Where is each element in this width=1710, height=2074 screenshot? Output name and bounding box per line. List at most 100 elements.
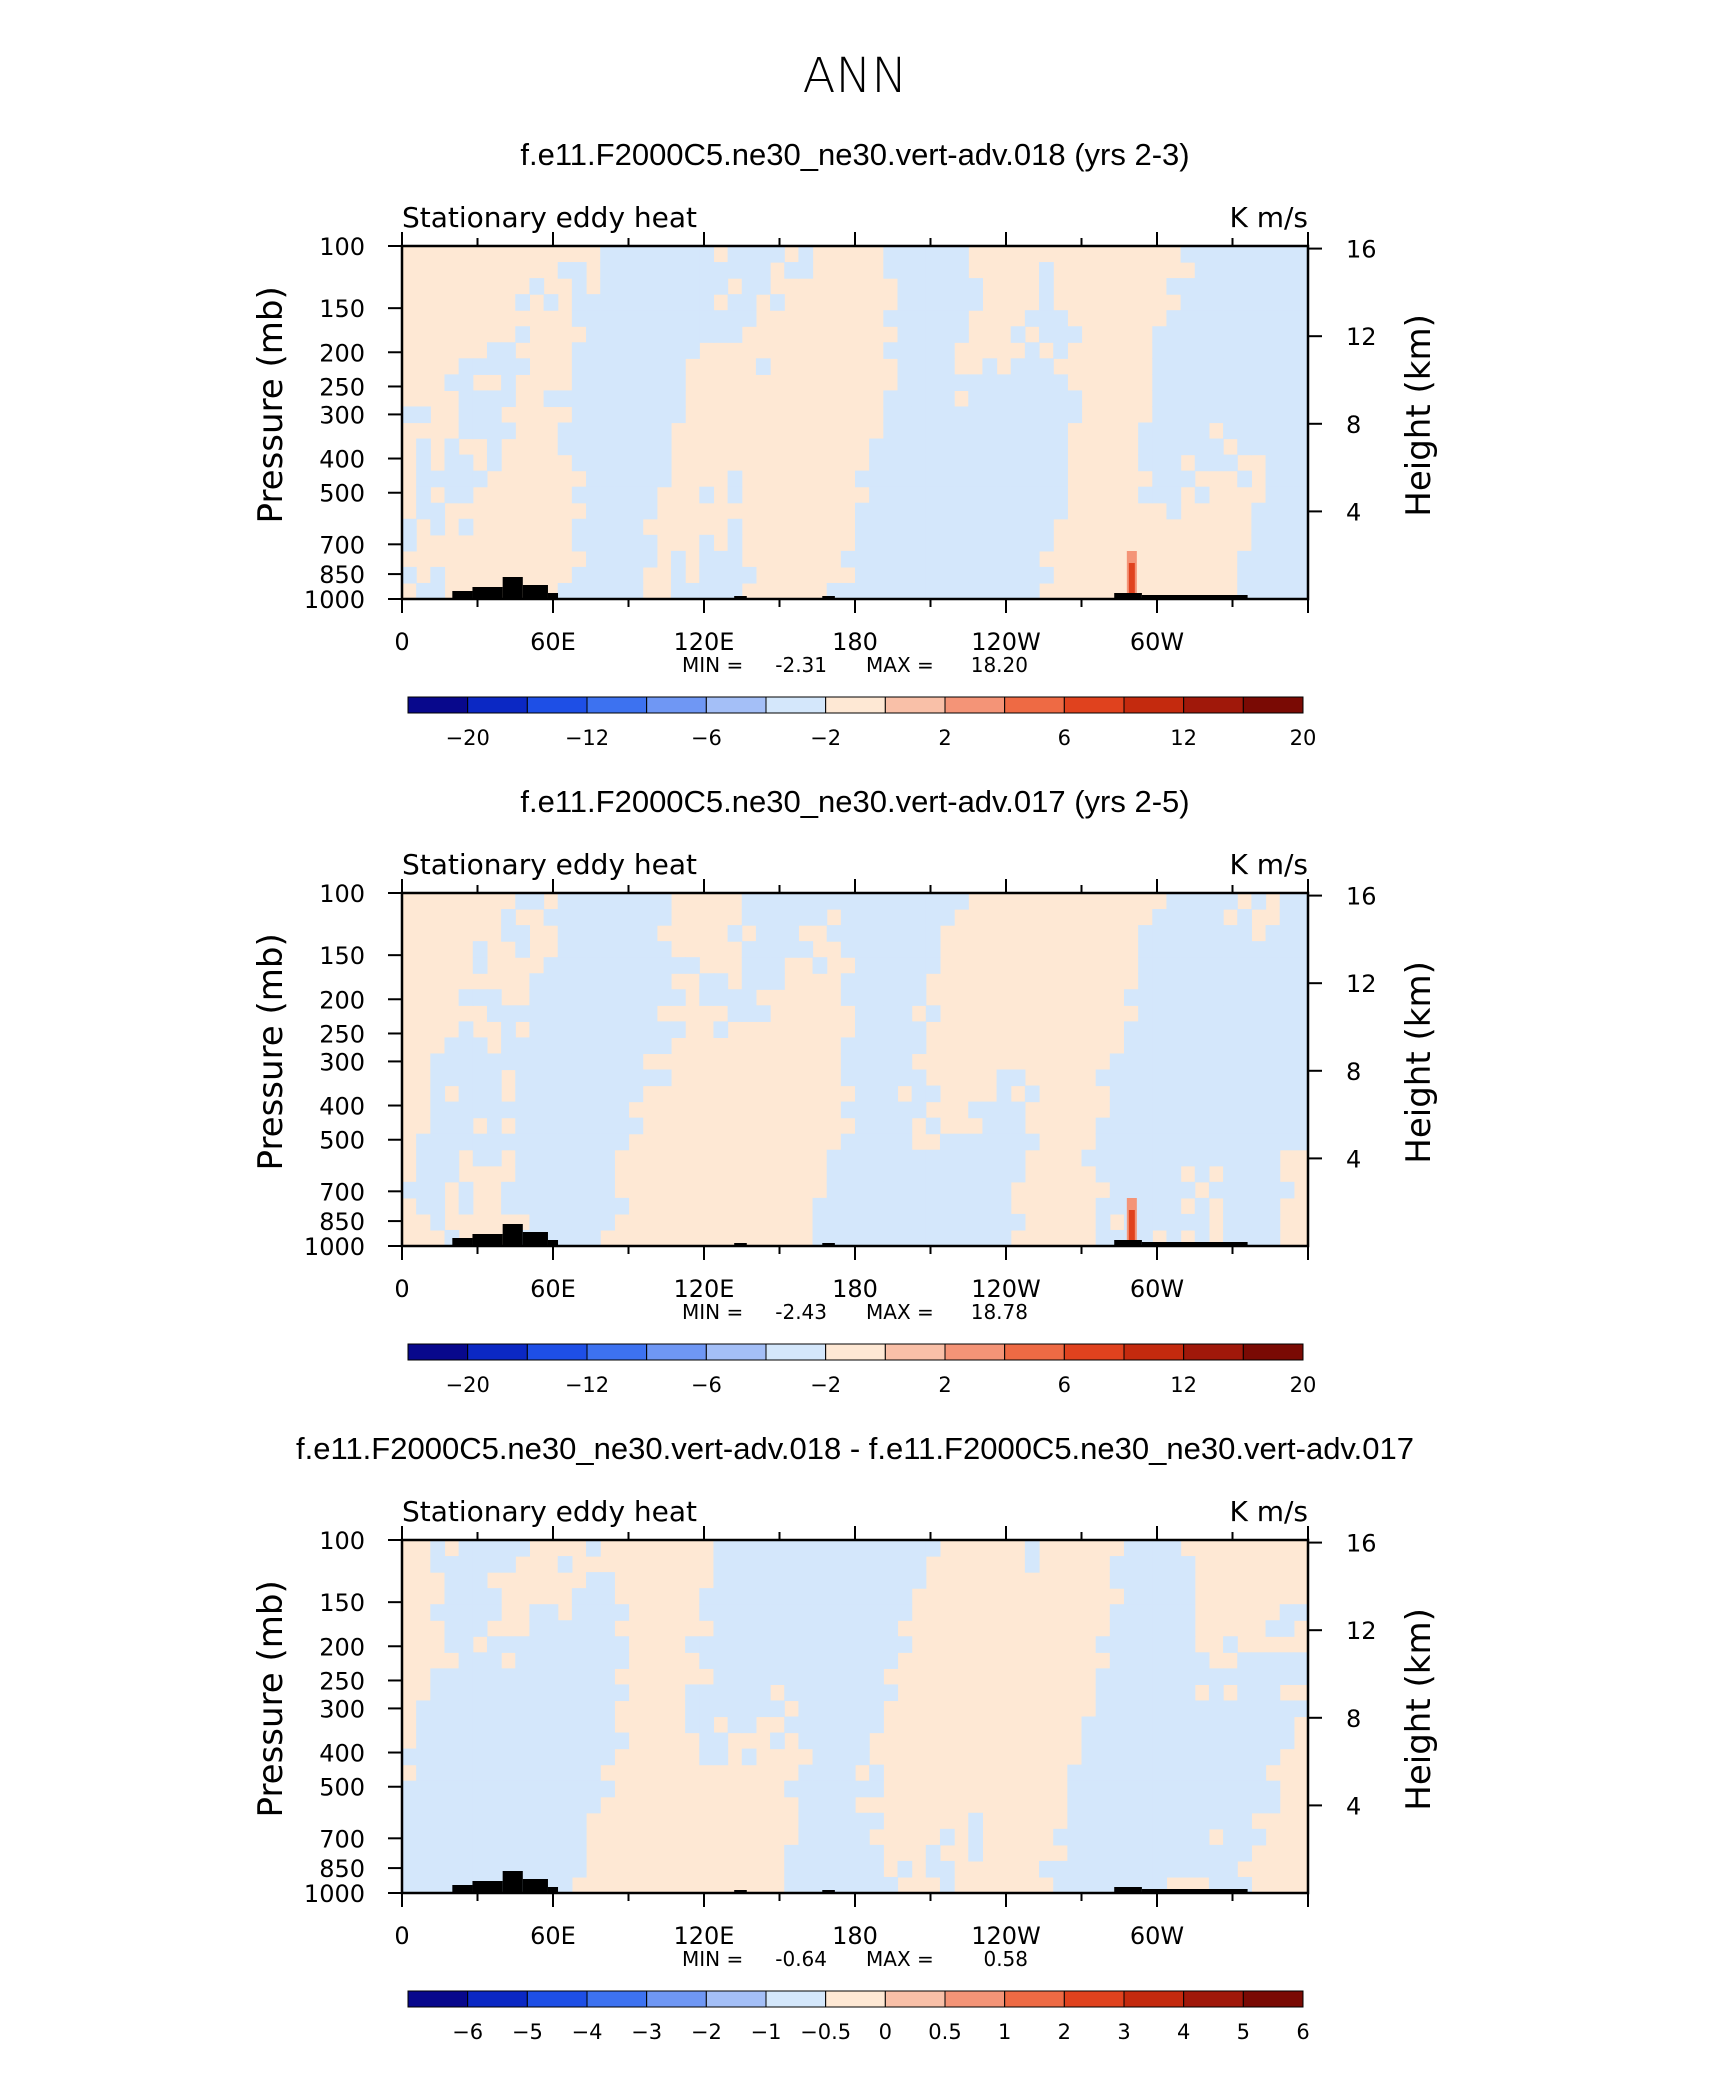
field-cell [1166, 342, 1182, 359]
field-cell [925, 1229, 941, 1247]
field-cell [501, 1780, 516, 1798]
field-cell [1293, 989, 1309, 1006]
field-cell [982, 534, 998, 552]
field-cell [770, 941, 785, 958]
field-cell [1279, 1668, 1295, 1686]
field-cell [1024, 1556, 1040, 1573]
field-cell [1208, 1764, 1224, 1782]
field-cell [968, 454, 984, 472]
field-cell [840, 1860, 856, 1878]
field-cell [869, 566, 884, 584]
field-cell [1109, 1828, 1125, 1846]
field-cell [1180, 1668, 1196, 1686]
field-cell [1251, 534, 1267, 552]
field-cell [911, 973, 927, 990]
field-cell [1279, 1604, 1295, 1621]
field-cell [1265, 1780, 1281, 1798]
field-cell [798, 1828, 814, 1846]
field-cell [600, 518, 615, 536]
field-cell [911, 422, 927, 440]
field-cell [486, 1700, 502, 1718]
field-cell [939, 1197, 955, 1215]
field-cell [1024, 470, 1040, 488]
field-cell [869, 502, 884, 520]
field-cell [529, 1181, 545, 1199]
field-cell [543, 1620, 559, 1637]
field-cell [939, 909, 955, 926]
field-cell [670, 989, 686, 1006]
field-cell [883, 438, 899, 456]
field-cell [883, 310, 899, 327]
field-cell [911, 1085, 927, 1103]
field-cell [642, 358, 658, 375]
field-cell [939, 582, 955, 600]
field-cell [614, 973, 630, 990]
field-cell [939, 566, 955, 584]
field-cell [812, 1652, 828, 1669]
field-cell [543, 1149, 559, 1167]
field-cell [472, 1764, 488, 1782]
field-cell [699, 1700, 715, 1718]
field-cell [925, 390, 941, 408]
field-cell [1194, 326, 1210, 343]
field-cell [515, 1764, 531, 1782]
field-cell [501, 1540, 516, 1557]
field-cell [600, 925, 615, 942]
field-cell [1152, 1652, 1168, 1669]
field-cell [586, 454, 601, 472]
field-cell [883, 422, 899, 440]
field-cell [1095, 1796, 1111, 1814]
field-cell [911, 1197, 927, 1215]
field-cell [755, 941, 771, 958]
y-tick-label: 100 [319, 1527, 365, 1555]
field-cell [1223, 989, 1238, 1006]
field-cell [1039, 1860, 1054, 1878]
field-cell [812, 1540, 828, 1557]
field-cell [883, 1037, 899, 1055]
field-cell [784, 1556, 799, 1573]
field-cell [515, 1796, 531, 1814]
field-cell [1123, 1604, 1139, 1621]
field-cell [628, 941, 644, 958]
field-cell [840, 1844, 856, 1862]
field-cell [501, 1796, 516, 1814]
field-cell [1138, 973, 1153, 990]
field-cell [1081, 1876, 1097, 1894]
field-cell [1024, 1133, 1040, 1151]
field-cell [416, 582, 431, 600]
field-cell [571, 1037, 587, 1055]
field-cell [656, 1037, 672, 1055]
min-value: -2.31 [775, 653, 827, 677]
field-cell [1237, 941, 1252, 958]
field-cell [1166, 422, 1182, 440]
colorbar-label: −6 [452, 2020, 483, 2044]
field-cell [1208, 278, 1224, 295]
field-cell [1166, 1181, 1182, 1199]
field-cell [472, 1796, 488, 1814]
field-cell [812, 1229, 828, 1247]
field-cell [1279, 486, 1295, 504]
field-cell [444, 1780, 460, 1798]
colorbar-label: 12 [1170, 726, 1197, 750]
field-cell [557, 1732, 573, 1750]
topography [522, 1879, 548, 1893]
field-cell [939, 518, 955, 536]
field-cell [1194, 1021, 1210, 1039]
field-cell [727, 1684, 743, 1702]
field-cell [1279, 294, 1295, 311]
field-cell [1095, 1780, 1111, 1798]
field-cell [1109, 1668, 1125, 1686]
field-cell [642, 957, 658, 974]
field-cell [911, 470, 927, 488]
field-cell [869, 582, 884, 600]
field-cell [543, 1860, 559, 1878]
field-cell [911, 326, 927, 343]
field-cell [586, 582, 601, 600]
field-cell [642, 438, 658, 456]
field-cell [628, 550, 644, 568]
field-cell [925, 957, 941, 974]
field-cell [1152, 1197, 1168, 1215]
field-cell [798, 1540, 814, 1557]
field-cell [642, 909, 658, 926]
field-cell [897, 358, 913, 375]
